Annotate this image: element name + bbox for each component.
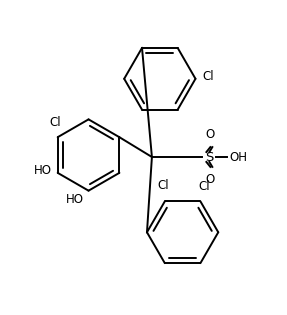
Text: HO: HO [34, 164, 52, 177]
Text: O: O [206, 173, 215, 186]
Text: S: S [205, 151, 214, 163]
Text: O: O [206, 128, 215, 141]
Text: HO: HO [66, 193, 84, 206]
Text: Cl: Cl [157, 180, 169, 192]
Text: OH: OH [229, 151, 247, 163]
Text: Cl: Cl [202, 70, 214, 83]
Text: Cl: Cl [49, 116, 61, 129]
Text: Cl: Cl [199, 180, 210, 193]
